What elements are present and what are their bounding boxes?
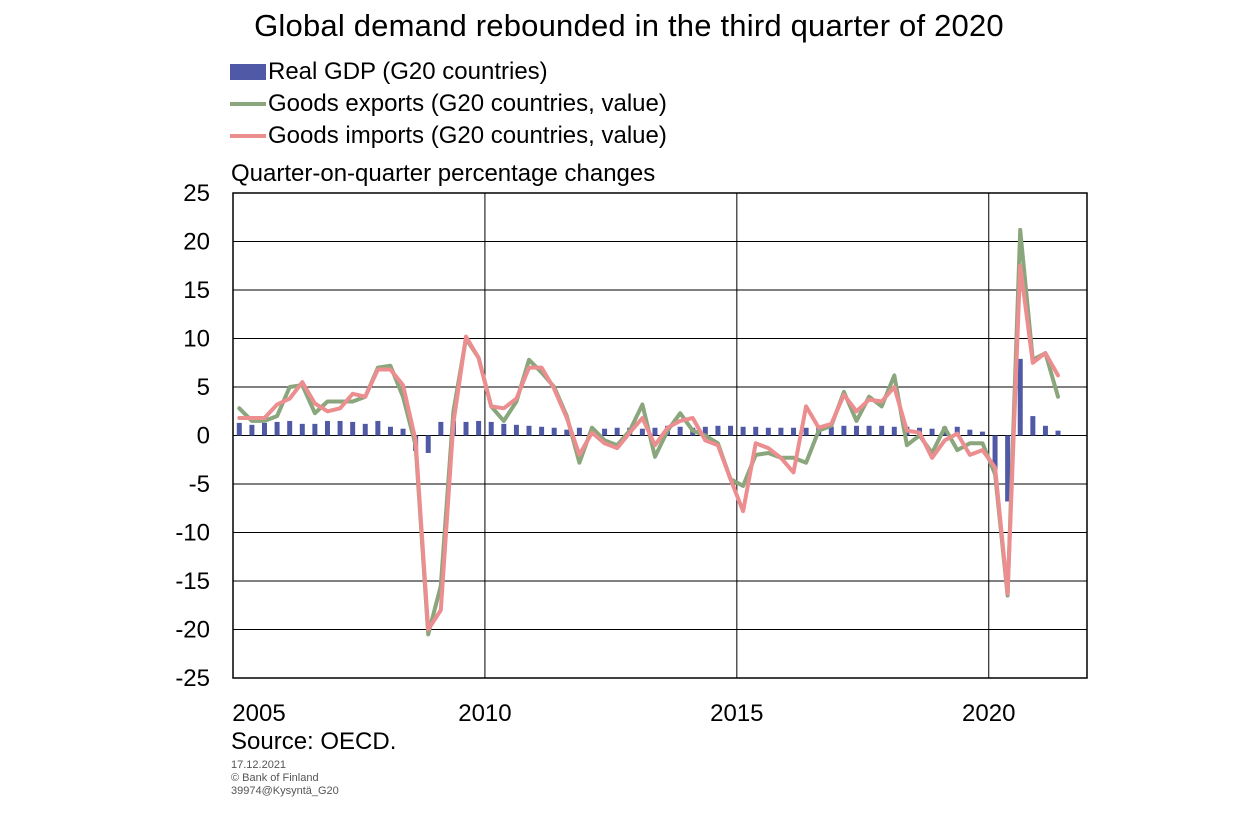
legend-item-exports: Goods exports (G20 countries, value) xyxy=(230,88,667,120)
legend-swatch-exports xyxy=(230,102,266,106)
y-tick-label: -15 xyxy=(175,568,210,595)
gdp-bar xyxy=(639,428,645,436)
gdp-bar xyxy=(551,427,557,436)
legend-label-gdp: Real GDP (G20 countries) xyxy=(268,58,548,85)
gdp-bar xyxy=(236,422,242,436)
gdp-bar xyxy=(614,427,620,436)
gdp-bar xyxy=(387,426,393,436)
gdp-bar xyxy=(539,426,545,436)
footer-date: 17.12.2021 xyxy=(231,759,287,771)
x-tick-label: 2015 xyxy=(710,700,763,727)
y-tick-label: -10 xyxy=(175,520,210,547)
gdp-bar xyxy=(501,423,507,436)
gdp-bar xyxy=(299,423,305,436)
gdp-bar xyxy=(576,427,582,436)
gdp-bar xyxy=(929,428,935,436)
gdp-bar xyxy=(463,421,469,436)
gdp-bar xyxy=(803,427,809,436)
y-tick-label: -20 xyxy=(175,617,210,644)
gdp-bar xyxy=(791,427,797,436)
gdp-bar xyxy=(828,426,834,436)
legend-swatch-gdp xyxy=(230,64,266,80)
legend-item-gdp: Real GDP (G20 countries) xyxy=(230,56,667,88)
y-axis-label: Quarter-on-quarter percentage changes xyxy=(231,160,656,187)
gdp-bar xyxy=(261,422,267,436)
gdp-bar xyxy=(564,429,570,436)
legend-label-exports: Goods exports (G20 countries, value) xyxy=(268,90,667,117)
gdp-bar xyxy=(312,423,318,436)
gdp-bar xyxy=(1017,358,1023,436)
gdp-bar xyxy=(967,429,973,436)
imports-line xyxy=(237,263,1060,632)
legend-label-imports: Goods imports (G20 countries, value) xyxy=(268,122,667,149)
y-tick-label: -5 xyxy=(189,471,210,498)
y-tick-label: 20 xyxy=(183,229,210,256)
x-tick-label: 2010 xyxy=(458,700,511,727)
gdp-bar xyxy=(602,428,608,436)
footer-copyright: © Bank of Finland xyxy=(231,772,319,784)
gdp-bar xyxy=(866,425,872,436)
gdp-bar xyxy=(287,420,293,436)
gdp-bar xyxy=(350,421,356,436)
y-tick-label: -25 xyxy=(175,665,210,692)
y-tick-label: 15 xyxy=(183,277,210,304)
gdp-bar xyxy=(954,426,960,436)
gdp-bar xyxy=(513,424,519,436)
gdp-bar xyxy=(702,426,708,436)
plot-border xyxy=(232,192,1088,679)
gdp-bar xyxy=(992,435,998,470)
legend: Real GDP (G20 countries) Goods exports (… xyxy=(230,56,667,152)
legend-item-imports: Goods imports (G20 countries, value) xyxy=(230,120,667,152)
gdp-bar xyxy=(753,426,759,436)
gdp-bar xyxy=(1055,430,1061,436)
gdp-bar xyxy=(362,423,368,436)
gdp-bar xyxy=(879,425,885,436)
gdp-bar xyxy=(979,431,985,436)
gdp-bar xyxy=(1030,416,1036,436)
gdp-bar xyxy=(715,425,721,436)
gdp-bar xyxy=(677,426,683,436)
x-tick-label: 2020 xyxy=(962,700,1015,727)
gdp-bar xyxy=(324,420,330,436)
gdp-bar xyxy=(728,425,734,436)
gdp-bar xyxy=(337,420,343,436)
legend-swatch-imports xyxy=(230,134,266,138)
gdp-bar xyxy=(425,435,431,453)
gdp-bar xyxy=(526,425,532,436)
y-tick-label: 10 xyxy=(183,326,210,353)
gdp-bar xyxy=(400,428,406,436)
x-tick-label: 2005 xyxy=(232,700,285,727)
chart-title: Global demand rebounded in the third qua… xyxy=(254,8,1004,43)
gdp-bar xyxy=(274,421,280,436)
y-tick-label: 5 xyxy=(197,374,210,401)
gdp-bar xyxy=(488,421,494,436)
gdp-bar xyxy=(652,427,658,436)
y-tick-label: 25 xyxy=(183,180,210,207)
gdp-bar xyxy=(375,420,381,436)
gdp-bar xyxy=(438,421,444,436)
source-note: Source: OECD. xyxy=(231,728,397,755)
footer-code: 39974@Kysyntä_G20 xyxy=(231,785,339,797)
gdp-bar xyxy=(476,420,482,436)
gdp-bar xyxy=(740,426,746,436)
gdp-bar xyxy=(765,427,771,436)
gdp-bar xyxy=(891,426,897,436)
gdp-bar xyxy=(1005,435,1011,502)
gdp-bar xyxy=(841,425,847,436)
gdp-bar xyxy=(249,424,255,436)
gdp-bar xyxy=(1042,425,1048,436)
gdp-bar xyxy=(778,427,784,436)
y-tick-label: 0 xyxy=(197,423,210,450)
gdp-bar xyxy=(853,425,859,436)
